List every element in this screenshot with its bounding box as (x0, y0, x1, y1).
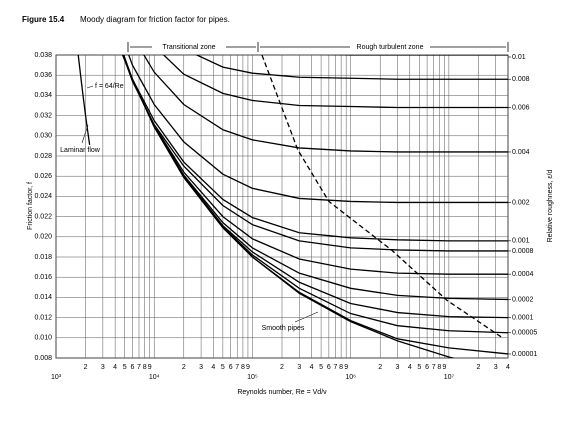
x-tick-label: 6 (130, 364, 134, 371)
x-tick-label: 7 (235, 364, 239, 371)
roughness-curve (122, 55, 456, 358)
zone-boundary (261, 55, 502, 338)
y-tick-label: 0.010 (34, 335, 52, 342)
y-tick-label: 0.038 (34, 52, 52, 59)
y-tick-label: 0.032 (34, 112, 52, 119)
plot-curves (77, 55, 508, 358)
roughness-curve (123, 55, 508, 242)
roughness-label: 0.004 (512, 149, 530, 156)
y-tick-label: 0.036 (34, 72, 52, 79)
y-tick-label: 0.008 (34, 355, 52, 362)
roughness-label: 0.0008 (512, 248, 534, 255)
y-tick-label: 0.012 (34, 314, 52, 321)
y-tick-label: 0.034 (34, 92, 52, 99)
x-tick-label: 5 (319, 364, 323, 371)
x-tick-label: 5 (123, 364, 127, 371)
x-axis-label: Reynolds number, Re = Vd/ν (237, 389, 327, 396)
roughness-label: 0.0001 (512, 314, 534, 321)
roughness-curve (143, 55, 508, 153)
roughness-curve (195, 55, 508, 80)
annotation-leader (86, 85, 94, 89)
roughness-label: 0.001 (512, 238, 530, 245)
x-tick-label: 4 (211, 364, 215, 371)
roughness-label: 0.01 (512, 54, 526, 61)
annotation: Smooth pipes (262, 325, 305, 332)
x-tick-label: 10⁷ (444, 374, 455, 381)
x-tick-label: 9 (442, 364, 446, 371)
roughness-label: 0.00005 (512, 330, 537, 337)
x-tick-label: 3 (297, 364, 301, 371)
x-tick-label: 3 (396, 364, 400, 371)
annotation: Laminar flow (60, 147, 101, 154)
y-tick-label: 0.028 (34, 153, 52, 160)
x-tick-label: 10⁶ (345, 374, 356, 381)
x-tick-label: 8 (339, 364, 343, 371)
roughness-label: 0.0002 (512, 296, 534, 303)
y-tick-label: 0.026 (34, 173, 52, 180)
x-tick-label: 8 (437, 364, 441, 371)
x-tick-label: 4 (506, 364, 510, 371)
x-tick-label: 2 (280, 364, 284, 371)
laminar-curve (77, 55, 91, 145)
roughness-label: 0.0004 (512, 271, 534, 278)
x-tick-label: 2 (182, 364, 186, 371)
x-tick-label: 8 (241, 364, 245, 371)
x-tick-label: 6 (327, 364, 331, 371)
y-tick-label: 0.024 (34, 193, 52, 200)
x-tick-label: 10³ (51, 374, 62, 381)
x-tick-label: 10⁴ (149, 374, 160, 381)
y-tick-label: 0.022 (34, 213, 52, 220)
x-tick-label: 3 (494, 364, 498, 371)
x-tick-label: 10⁵ (247, 374, 258, 381)
y2-axis-label: Relative roughness, ε/d (547, 170, 554, 243)
x-tick-label: 5 (417, 364, 421, 371)
x-tick-label: 9 (148, 364, 152, 371)
roughness-curve (162, 55, 508, 109)
x-tick-label: 9 (344, 364, 348, 371)
figure-label: Figure 15.4 (22, 15, 65, 24)
y-axis-label: Friction factor, f (27, 182, 34, 230)
x-tick-label: 6 (425, 364, 429, 371)
x-tick-label: 4 (310, 364, 314, 371)
x-tick-label: 4 (113, 364, 117, 371)
annotation: f = 64/Re (95, 83, 124, 90)
x-tick-label: 2 (378, 364, 382, 371)
x-tick-label: 5 (221, 364, 225, 371)
roughness-curve (128, 55, 508, 204)
y-tick-label: 0.030 (34, 133, 52, 140)
zone-label: Transitional zone (162, 44, 215, 51)
x-tick-label: 9 (246, 364, 250, 371)
x-tick-label: 8 (143, 364, 147, 371)
annotation-leader (294, 311, 319, 323)
y-tick-label: 0.020 (34, 234, 52, 241)
chart-title: Moody diagram for friction factor for pi… (80, 15, 230, 24)
x-tick-label: 6 (229, 364, 233, 371)
zone-label: Rough turbulent zone (357, 44, 424, 51)
x-tick-label: 2 (476, 364, 480, 371)
x-tick-label: 3 (101, 364, 105, 371)
roughness-label: 0.006 (512, 104, 530, 111)
x-tick-label: 7 (137, 364, 141, 371)
zone-markers (127, 42, 509, 52)
x-tick-label: 2 (84, 364, 88, 371)
roughness-label: 0.00001 (512, 351, 537, 358)
y-tick-label: 0.018 (34, 254, 52, 261)
roughness-label: 0.008 (512, 76, 530, 83)
roughness-label: 0.002 (512, 199, 530, 206)
y-tick-label: 0.014 (34, 294, 52, 301)
x-tick-label: 3 (199, 364, 203, 371)
y-tick-label: 0.016 (34, 274, 52, 281)
x-tick-label: 7 (333, 364, 337, 371)
x-tick-label: 7 (432, 364, 436, 371)
x-tick-label: 4 (408, 364, 412, 371)
